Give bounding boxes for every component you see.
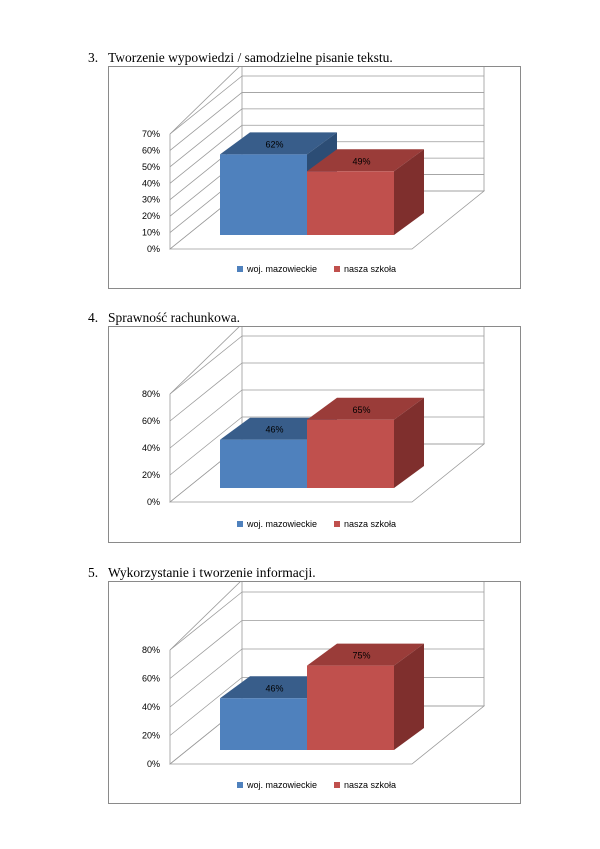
y-tick-label: 80%	[142, 645, 160, 655]
section-3-heading: 3. Tworzenie wypowiedzi / samodzielne pis…	[88, 50, 393, 66]
side-top-line	[169, 327, 240, 395]
section-number: 5.	[88, 565, 99, 580]
legend-label: nasza szkoła	[344, 264, 396, 274]
floor	[168, 705, 486, 765]
floor	[168, 443, 486, 503]
chart-4: 0% 20% 40% 60% 80% 46% 65% woj. mazowieckie nasz…	[142, 327, 486, 529]
legend-label: nasza szkoła	[344, 780, 396, 790]
legend: woj. mazowieckie nasza szkoła	[237, 264, 396, 274]
section-title: Wykorzystanie i tworzenie informacji.	[108, 565, 316, 580]
y-tick-label: 0%	[147, 244, 160, 254]
bar-nasza-szkola: 65%	[307, 397, 424, 488]
legend-swatch	[237, 521, 243, 527]
chart-4-frame: 0% 20% 40% 60% 80% 46% 65% woj. mazowieckie nasz…	[108, 326, 521, 543]
legend: woj. mazowieckie nasza szkoła	[237, 780, 396, 790]
side-gridline	[169, 389, 243, 449]
bar-front	[220, 698, 307, 750]
legend-swatch	[334, 782, 340, 788]
bar-top	[307, 397, 424, 420]
y-tick-label: 60%	[142, 416, 160, 426]
side-gridline	[169, 124, 243, 184]
section-4-heading: 4. Sprawność rachunkowa.	[88, 310, 240, 326]
bar-top	[307, 643, 424, 666]
y-tick-label: 0%	[147, 497, 160, 507]
side-gridline	[169, 92, 243, 151]
section-number: 4.	[88, 310, 99, 325]
plot-area: 0% 20% 40% 60% 80% 46% 65%	[142, 327, 486, 507]
side-gridline	[169, 591, 243, 651]
side-gridline	[169, 75, 243, 135]
data-label: 46%	[265, 425, 283, 435]
section-title: Tworzenie wypowiedzi / samodzielne pisan…	[108, 50, 393, 65]
y-tick-label: 60%	[142, 145, 160, 155]
y-tick-label: 10%	[142, 228, 160, 238]
chart-5: 0% 20% 40% 60% 80% 46% 75% woj. mazowieckie nasz…	[142, 582, 486, 790]
y-tick-label: 20%	[142, 470, 160, 480]
chart-3: 0% 10% 20% 30% 40% 50% 60% 70% 62% 49% woj. mazowi…	[142, 67, 486, 274]
bar-nasza-szkola: 49%	[307, 149, 424, 235]
legend-swatch	[334, 266, 340, 272]
y-tick-label: 40%	[142, 702, 160, 712]
bar-side	[394, 149, 424, 235]
legend-label: woj. mazowieckie	[246, 780, 317, 790]
y-tick-label: 20%	[142, 211, 160, 221]
bar-top	[307, 149, 424, 172]
section-number: 3.	[88, 50, 99, 65]
y-tick-label: 0%	[147, 759, 160, 769]
bar-nasza-szkola: 75%	[307, 643, 424, 750]
data-label: 62%	[265, 139, 283, 149]
y-tick-label: 30%	[142, 195, 160, 205]
side-gridline	[169, 620, 243, 679]
data-label: 46%	[265, 683, 283, 693]
bar-front	[307, 171, 394, 235]
legend-label: woj. mazowieckie	[246, 519, 317, 529]
side-top-line	[169, 582, 241, 651]
data-label: 75%	[352, 651, 370, 661]
legend-swatch	[237, 782, 243, 788]
y-tick-label: 50%	[142, 162, 160, 172]
floor	[168, 190, 486, 250]
bar-top	[220, 132, 337, 155]
bar-front	[307, 665, 394, 750]
plot-area: 0% 20% 40% 60% 80% 46% 75%	[142, 582, 486, 769]
bar-side	[394, 397, 424, 488]
y-tick-label: 70%	[142, 129, 160, 139]
side-top-line	[169, 67, 240, 135]
legend-swatch	[334, 521, 340, 527]
y-tick-label: 40%	[142, 443, 160, 453]
side-gridline	[169, 416, 243, 476]
bar-front	[220, 439, 307, 488]
side-gridline	[169, 362, 243, 422]
y-tick-label: 80%	[142, 389, 160, 399]
legend-label: woj. mazowieckie	[246, 264, 317, 274]
legend-swatch	[237, 266, 243, 272]
chart-3-frame: 0% 10% 20% 30% 40% 50% 60% 70% 62% 49% woj. mazowi…	[108, 66, 521, 289]
legend: woj. mazowieckie nasza szkoła	[237, 519, 396, 529]
y-tick-label: 60%	[142, 674, 160, 684]
side-gridline	[169, 677, 243, 736]
y-tick-label: 40%	[142, 178, 160, 188]
y-tick-label: 20%	[142, 731, 160, 741]
bar-front	[307, 419, 394, 488]
plot-area: 0% 10% 20% 30% 40% 50% 60% 70% 62% 49%	[142, 67, 486, 254]
chart-5-frame: 0% 20% 40% 60% 80% 46% 75% woj. mazowieckie nasz…	[108, 581, 521, 804]
side-gridline	[169, 335, 243, 395]
section-5-heading: 5. Wykorzystanie i tworzenie informacji.	[88, 565, 316, 581]
legend-label: nasza szkoła	[344, 519, 396, 529]
section-title: Sprawność rachunkowa.	[108, 310, 240, 325]
data-label: 65%	[352, 405, 370, 415]
bar-side	[394, 643, 424, 750]
side-gridline	[169, 108, 243, 168]
data-label: 49%	[352, 156, 370, 166]
side-gridline	[169, 648, 243, 708]
bar-front	[220, 154, 307, 235]
